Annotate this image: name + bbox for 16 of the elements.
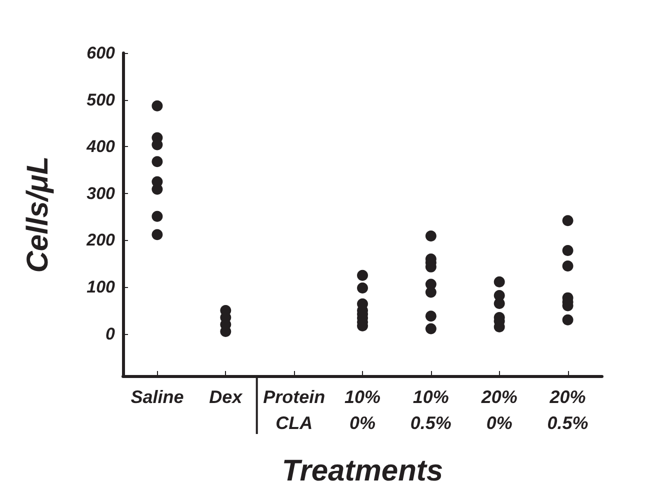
y-tick-label: 600 [86, 44, 116, 62]
y-tick-label: 300 [86, 184, 116, 203]
x-tick-label: Protein CLA [263, 387, 326, 433]
x-tick-label: Saline [130, 387, 184, 407]
y-tick-label: 100 [86, 278, 116, 297]
y-tick-label: 0 [106, 324, 116, 344]
x-axis-title: Treatments [282, 454, 444, 488]
y-tick-label: 200 [86, 230, 116, 250]
x-tick-label: 10% 0% [344, 387, 381, 433]
x-tick-label: 10% 0.5% [410, 387, 452, 433]
x-tick-label: 20% 0.5% [547, 387, 588, 433]
x-tick-label: 20% 0% [480, 387, 518, 433]
y-tick-label: 400 [86, 137, 116, 156]
y-tick-label: 500 [86, 90, 116, 110]
x-tick-label: Dex [209, 387, 244, 407]
y-axis-title: Cells/μL [22, 156, 54, 273]
